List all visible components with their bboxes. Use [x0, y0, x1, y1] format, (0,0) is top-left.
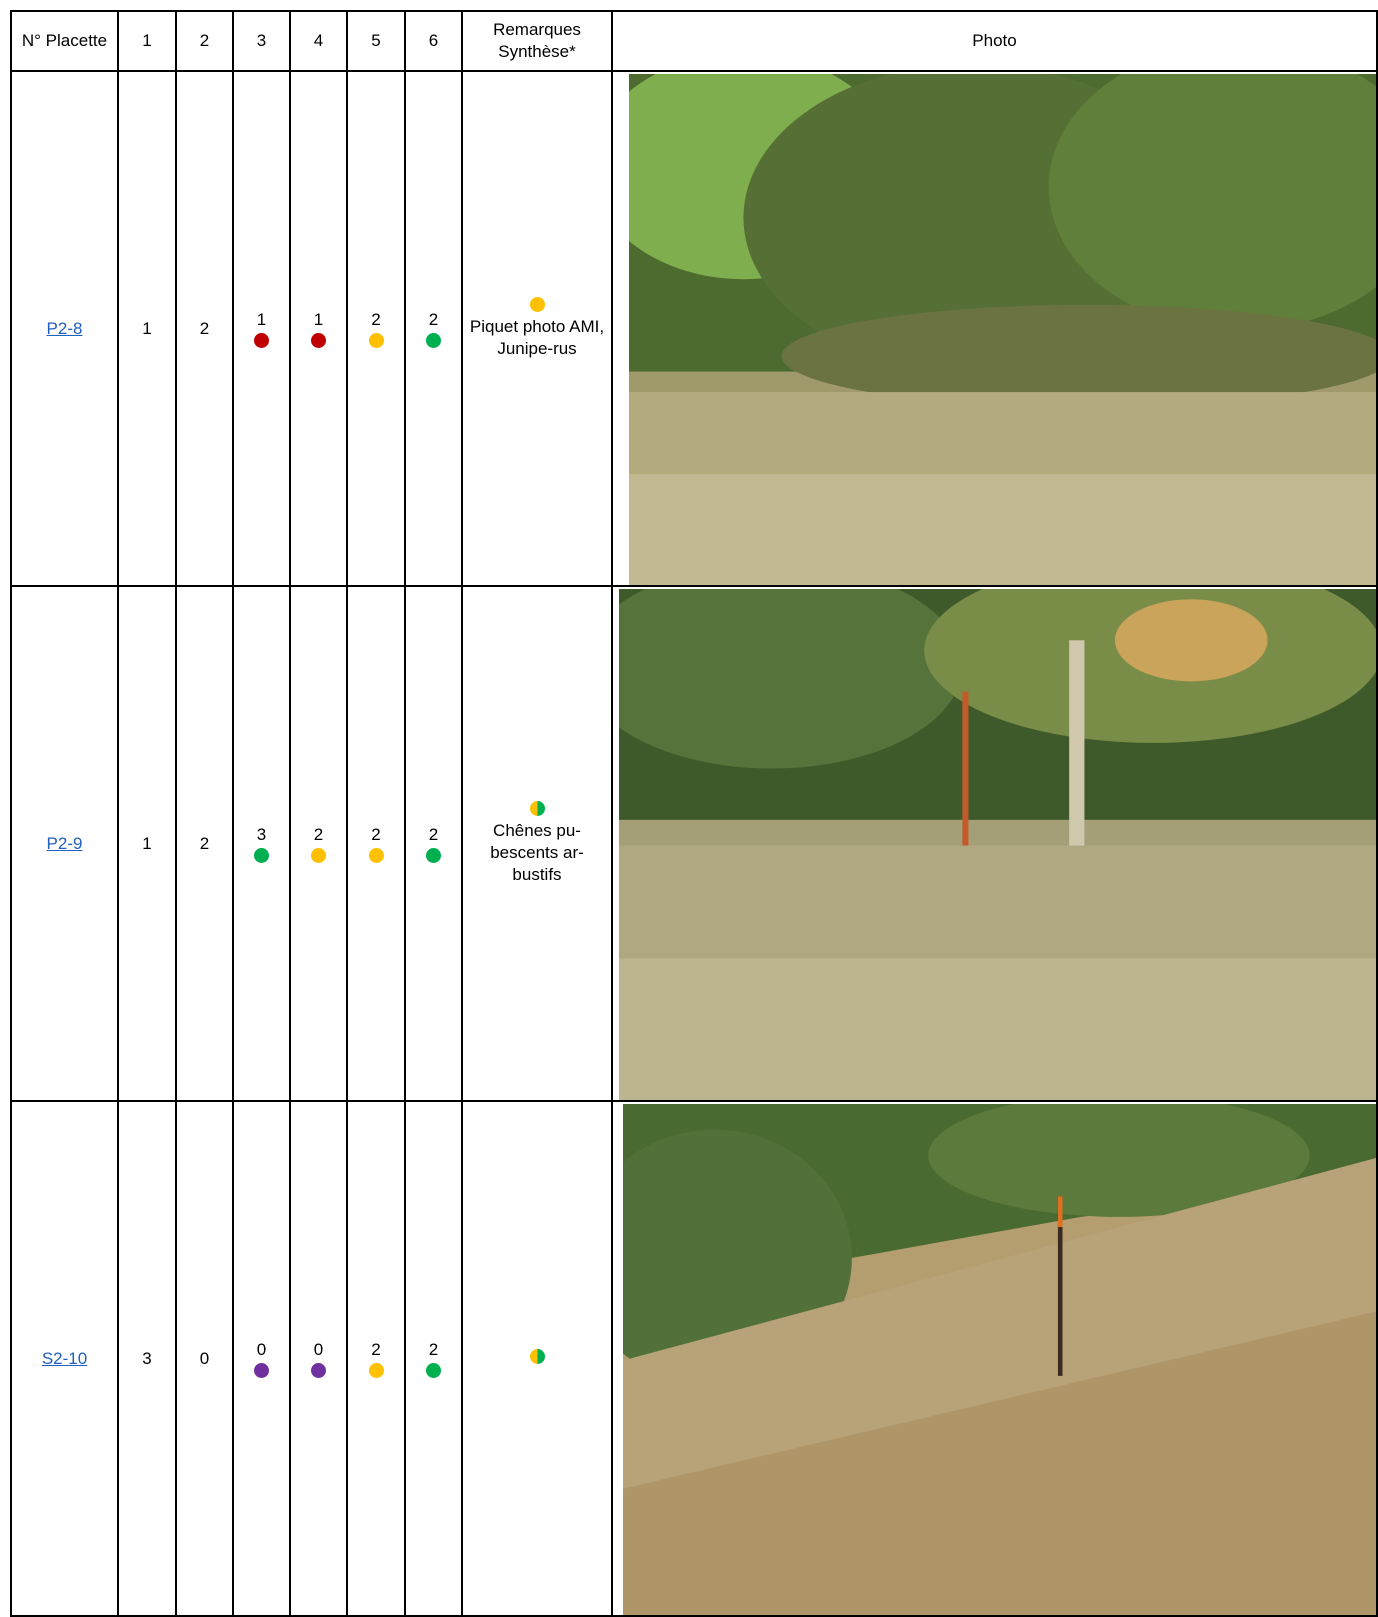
green-dot-icon: [254, 848, 269, 863]
value-number: 0: [256, 1340, 267, 1359]
half-orange-green-dot-icon: [529, 1349, 545, 1364]
value-cell: 0: [175, 1100, 234, 1617]
value-cell: 2: [346, 1100, 406, 1617]
grassland-slope-photo: [623, 1104, 1375, 1614]
remark-cell: [461, 1100, 613, 1617]
value-cell: 0: [232, 1100, 291, 1617]
value-number: 1: [313, 310, 324, 329]
placettes-table: N° Placette 1 2 3 4 5 6 Remarques Synthè…: [10, 10, 1378, 1617]
placette-link[interactable]: P2-9: [46, 833, 83, 853]
header-placette: N° Placette: [10, 10, 119, 72]
header-col-1: 1: [117, 10, 177, 72]
orange-dot-icon: [368, 848, 384, 863]
remark-cell: Chênes pu-bescents ar-bustifs: [461, 585, 613, 1102]
header-col-2: 2: [175, 10, 234, 72]
placette-link[interactable]: P2-8: [46, 318, 83, 338]
value-cell: 2: [175, 70, 234, 587]
remark-cell: Piquet photo AMI, Junipe-rus: [461, 70, 613, 587]
red-dot-icon: [311, 333, 326, 348]
green-dot-icon: [426, 1363, 441, 1378]
value-cell: 2: [289, 585, 348, 1102]
remark-text: Piquet photo AMI, Junipe-rus: [469, 317, 605, 358]
value-cell: 2: [404, 585, 463, 1102]
photo-cell: [611, 585, 1378, 1102]
placette-cell: P2-9: [10, 585, 119, 1102]
half-orange-green-dot-icon: [529, 801, 545, 816]
value-cell: 0: [289, 1100, 348, 1617]
table-row: P2-8 1 2 1 1 2 2 Piquet photo AMI, Junip…: [10, 70, 1378, 587]
value-number: 2: [428, 310, 439, 329]
value-cell: 3: [117, 1100, 177, 1617]
value-number: 2: [428, 1340, 439, 1359]
value-cell: 1: [289, 70, 348, 587]
header-remarques: Remarques Synthèse*: [461, 10, 613, 72]
value-number: 2: [428, 825, 439, 844]
value-number: 2: [371, 1340, 381, 1359]
value-cell: 2: [404, 1100, 463, 1617]
header-photo: Photo: [611, 10, 1378, 72]
green-dot-icon: [426, 333, 441, 348]
orange-dot-icon: [368, 1363, 384, 1378]
photo-cell: [611, 1100, 1378, 1617]
header-col-5: 5: [346, 10, 406, 72]
green-dot-icon: [426, 848, 441, 863]
value-number: 2: [371, 310, 381, 329]
purple-dot-icon: [311, 1363, 326, 1378]
value-cell: 2: [346, 70, 406, 587]
value-number: 1: [256, 310, 267, 329]
value-number: 3: [256, 825, 267, 844]
value-cell: 2: [175, 585, 234, 1102]
table-row: P2-9 1 2 3 2 2 2 Chênes pu-bescents ar-b…: [10, 585, 1378, 1102]
table-row: S2-10 3 0 0 0 2 2: [10, 1100, 1378, 1617]
purple-dot-icon: [254, 1363, 269, 1378]
remark-text: Chênes pu-bescents ar-bustifs: [490, 821, 584, 884]
orange-dot-icon: [529, 297, 545, 312]
value-cell: 2: [346, 585, 406, 1102]
header-col-4: 4: [289, 10, 348, 72]
value-cell: 1: [117, 70, 177, 587]
value-cell: 1: [117, 585, 177, 1102]
photo-cell: [611, 70, 1378, 587]
value-cell: 1: [232, 70, 291, 587]
shrub-juniper-photo: [629, 74, 1375, 584]
red-dot-icon: [254, 333, 269, 348]
placette-cell: S2-10: [10, 1100, 119, 1617]
orange-dot-icon: [311, 848, 326, 863]
oak-shrub-photo: [619, 589, 1375, 1099]
value-number: 2: [371, 825, 381, 844]
value-cell: 2: [404, 70, 463, 587]
placette-cell: P2-8: [10, 70, 119, 587]
header-col-3: 3: [232, 10, 291, 72]
placette-link[interactable]: S2-10: [41, 1348, 88, 1368]
header-col-6: 6: [404, 10, 463, 72]
value-number: 2: [313, 825, 324, 844]
orange-dot-icon: [368, 333, 384, 348]
value-number: 0: [313, 1340, 324, 1359]
header-row: N° Placette 1 2 3 4 5 6 Remarques Synthè…: [10, 10, 1378, 72]
value-cell: 3: [232, 585, 291, 1102]
